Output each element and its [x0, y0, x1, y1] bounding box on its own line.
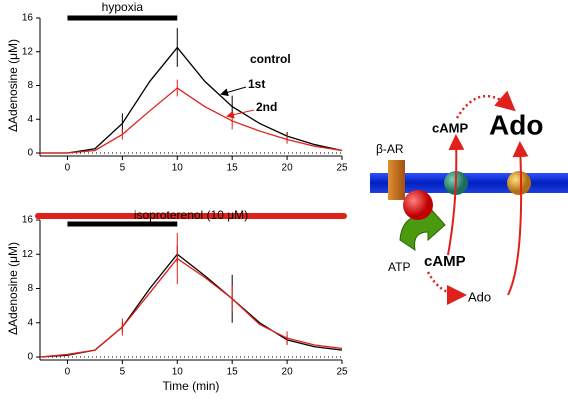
x-tick-label: 0	[65, 367, 71, 378]
label: Ado	[489, 109, 543, 140]
data-line	[39, 257, 343, 358]
cyclase	[403, 190, 433, 220]
x-tick-label: 5	[120, 367, 126, 378]
y-tick-label: 16	[22, 215, 34, 226]
x-tick-label: 15	[227, 367, 239, 378]
x-tick-label: 5	[120, 163, 126, 174]
y-tick-label: 4	[27, 317, 33, 328]
transporter	[507, 171, 531, 195]
x-tick-label: 20	[282, 163, 294, 174]
label-arrow	[220, 86, 247, 97]
x-tick-label: 25	[336, 367, 348, 378]
y-tick-label: 4	[27, 114, 33, 125]
label: β-AR	[376, 142, 404, 156]
label: cAMP	[424, 253, 466, 270]
x-tick-label: 15	[227, 163, 239, 174]
label-arrow	[226, 109, 255, 119]
x-tick-label: 25	[336, 163, 348, 174]
y-axis-label: ΔAdenosine (μM)	[6, 39, 20, 132]
x-tick-label: 0	[65, 163, 71, 174]
data-line	[40, 87, 343, 154]
data-line	[39, 253, 343, 358]
y-tick-label: 0	[27, 148, 33, 159]
series-label: 1st	[248, 77, 265, 91]
annotation: control	[250, 52, 291, 66]
y-tick-label: 8	[27, 80, 33, 91]
x-tick-label: 10	[172, 367, 184, 378]
label: Ado	[468, 289, 491, 304]
y-tick-label: 0	[27, 352, 33, 363]
x-tick-label: 10	[172, 163, 184, 174]
treatment-label: hypoxia	[102, 0, 144, 14]
arrow	[447, 134, 465, 256]
receptor	[388, 160, 405, 200]
x-tick-label: 20	[282, 367, 294, 378]
series-label: 2nd	[256, 100, 277, 114]
y-tick-label: 8	[27, 283, 33, 294]
treatment-label: isoproterenol (10 μM)	[134, 208, 248, 222]
signaling-diagram: β-AR cAMP Ado ATP cAMP Ado	[370, 90, 568, 305]
data-line	[40, 46, 343, 154]
y-tick-label: 16	[22, 13, 34, 24]
arrow	[426, 271, 467, 305]
label-bg	[130, 198, 252, 213]
arrow	[507, 141, 529, 296]
y-tick-label: 12	[22, 249, 34, 260]
label: ATP	[388, 260, 410, 274]
x-axis-label: Time (min)	[163, 379, 220, 393]
cyclase-arrow	[399, 207, 446, 252]
label: cAMP	[432, 120, 468, 135]
y-tick-label: 12	[22, 46, 34, 57]
y-axis-label: ΔAdenosine (μM)	[6, 242, 20, 335]
